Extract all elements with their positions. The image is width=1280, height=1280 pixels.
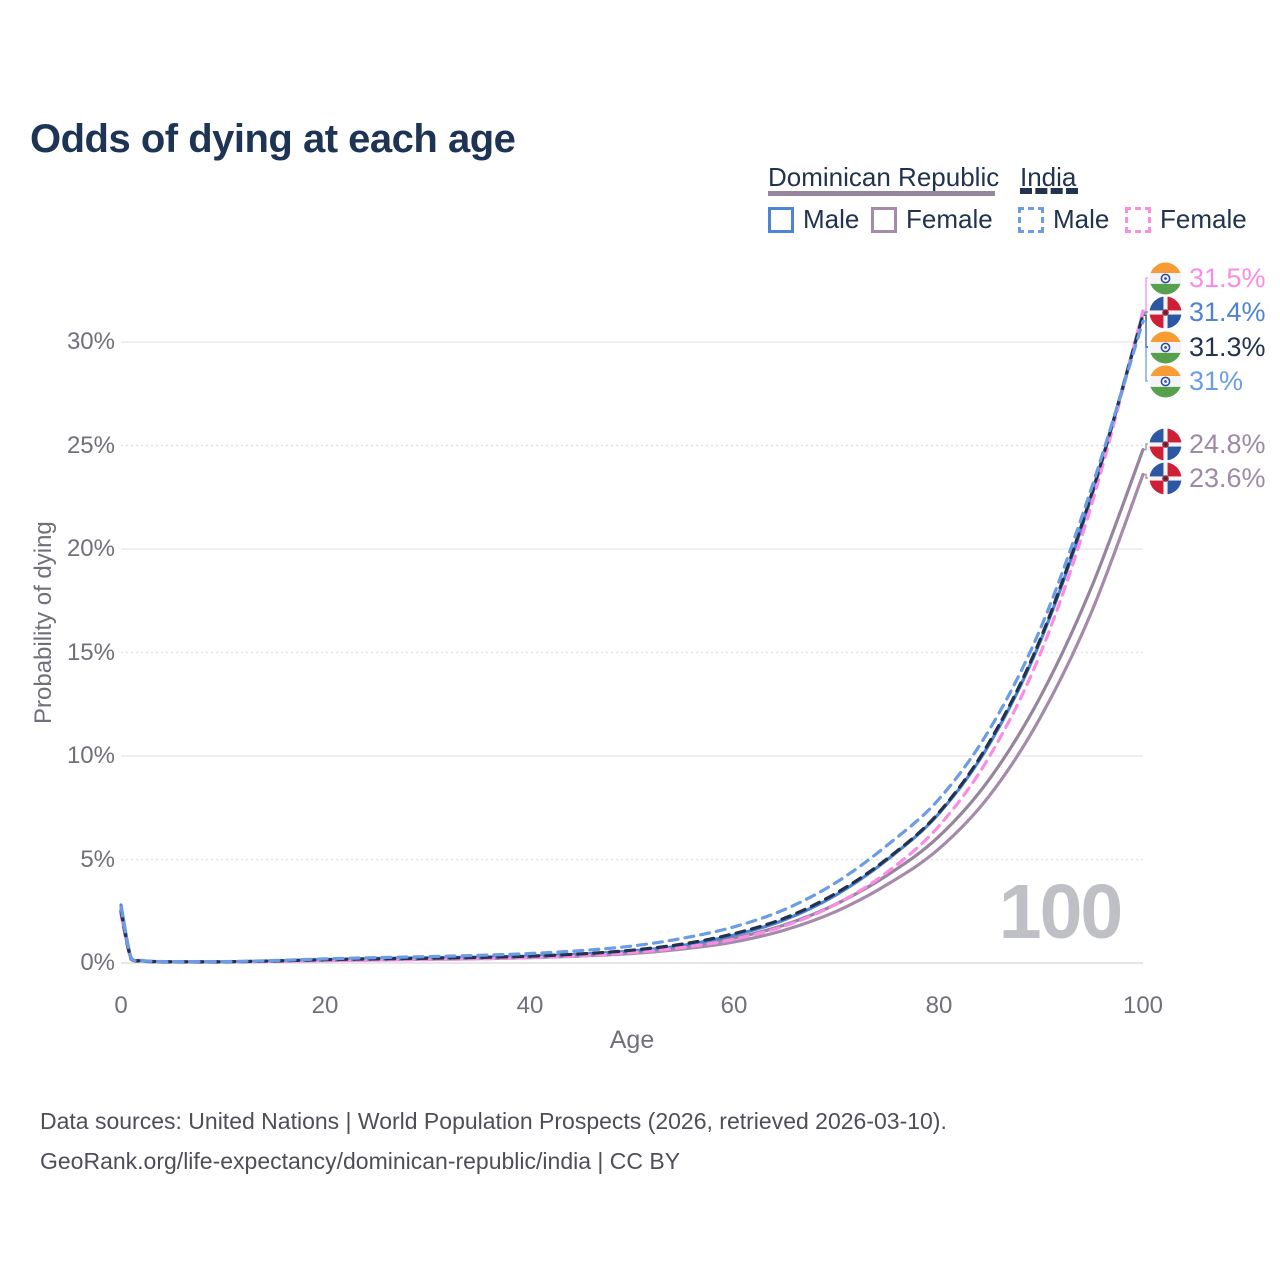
age-watermark: 100 [998,869,1123,955]
y-tick-5: 5% [80,846,115,873]
legend-item-label: Male [803,204,860,234]
end-label-value: 24.8% [1189,429,1266,459]
attribution-line: GeoRank.org/life-expectancy/dominican-re… [40,1148,681,1174]
end-label-value: 31% [1189,366,1244,396]
y-tick-30: 30% [66,328,115,355]
x-tick-40: 40 [516,992,544,1019]
series-line-india-male[interactable] [119,319,1145,964]
x-tick-80: 80 [925,992,953,1019]
y-tick-25: 25% [66,432,115,459]
dominican-republic-flag-icon [1149,428,1182,461]
end-label-value: 31.5% [1189,263,1266,293]
legend-item-label: Female [1160,204,1247,234]
legend-underline-dominican-republic [768,191,995,196]
x-tick-0: 0 [114,992,128,1019]
y-tick-20: 20% [66,535,115,562]
legend-swatch-dr-female-icon [871,206,897,233]
legend-item-dr-male[interactable]: Male [768,204,859,235]
x-axis-title: Age [609,1026,655,1054]
india-flag-icon [1149,365,1182,398]
x-tick-60: 60 [720,992,748,1019]
india-flag-icon [1149,331,1182,364]
dominican-republic-flag-icon [1149,296,1182,329]
x-tick-20: 20 [311,992,339,1019]
series-line-india-both-sexes-[interactable] [119,313,1145,964]
legend-item-label: Female [906,204,993,234]
india-flag-icon [1149,262,1182,295]
series-line-dominican-republic-male[interactable] [119,311,1145,964]
legend-group-india[interactable]: India [1020,162,1077,192]
label-connector [1144,320,1148,382]
y-tick-10: 10% [66,742,115,769]
y-axis-title: Probability of dying [30,521,57,724]
legend-swatch-dr-male-icon [768,206,794,233]
end-label-value: 31.3% [1189,332,1266,362]
legend-item-india-female[interactable]: Female [1125,204,1247,235]
end-label-value: 31.4% [1189,297,1266,327]
dominican-republic-flag-icon [1149,462,1182,495]
chart-title: Odds of dying at each age [30,116,516,161]
end-label-value: 23.6% [1189,463,1266,493]
label-connector [1144,311,1148,314]
legend-group-dominican-republic[interactable]: Dominican Republic [768,162,1000,192]
end-label-india-male: 31% [1149,365,1243,398]
legend-item-india-male[interactable]: Male [1018,204,1109,235]
end-label-dr-both: 24.8% [1149,428,1266,461]
y-tick-15: 15% [66,639,115,666]
legend-swatch-india-female-icon [1125,206,1151,233]
series-line-india-female[interactable] [119,309,1145,964]
legend-swatch-india-male-icon [1018,206,1044,233]
label-connector [1144,473,1148,479]
label-connector [1144,443,1148,451]
end-label-dr-female: 23.6% [1149,462,1266,495]
legend-underline-india [1020,188,1078,194]
end-label-india-both: 31.3% [1149,331,1266,364]
legend-item-label: Male [1053,204,1110,234]
end-label-india-female: 31.5% [1149,262,1266,295]
data-sources-line: Data sources: United Nations | World Pop… [40,1108,947,1134]
x-tick-100: 100 [1122,992,1164,1019]
end-label-dr-male: 31.4% [1149,296,1266,329]
label-connector [1144,277,1148,312]
y-tick-0: 0% [80,949,115,976]
legend-item-dr-female[interactable]: Female [871,204,993,235]
